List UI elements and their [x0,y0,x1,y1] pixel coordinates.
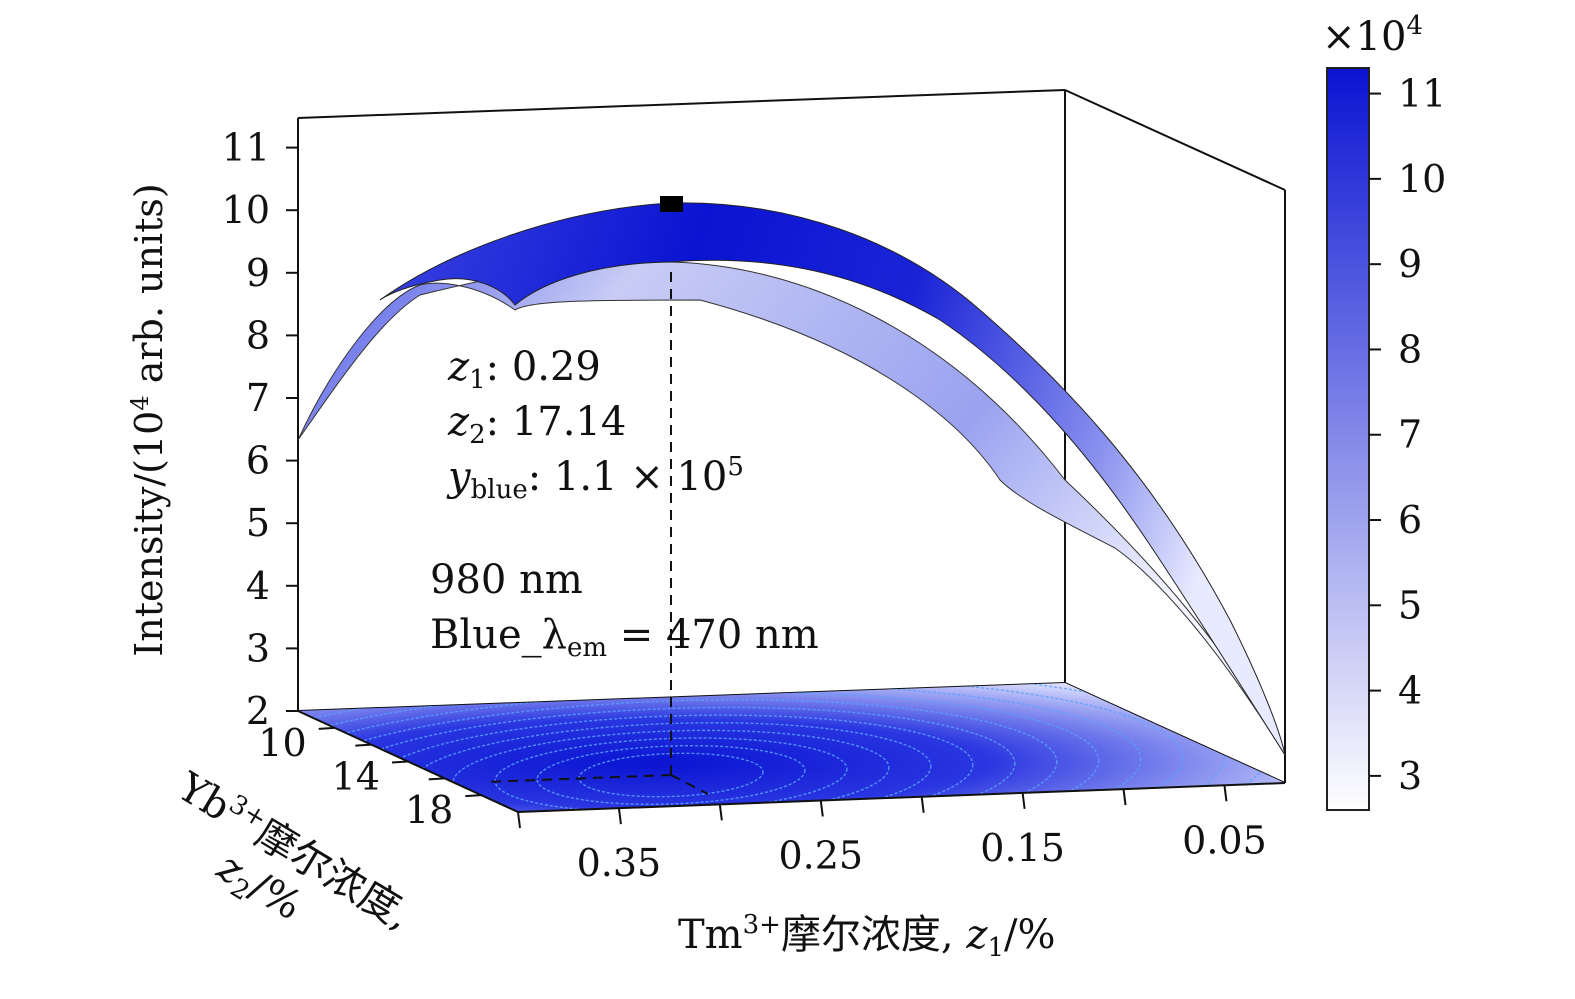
optimum-annotation: z1: 0.29 z2: 17.14 yblue: 1.1 × 105 [446,344,744,505]
z-tick-label: 4 [246,564,270,608]
x-axis-label: Tm3+摩尔浓度, z1/% [678,910,1055,963]
surface [297,196,1286,756]
contour-line [298,683,1226,812]
x-axis-label-superscript: 3+ [743,910,781,940]
z-tick-label: 3 [246,626,270,670]
z-tick-label: 7 [246,376,270,420]
y-tick-label: 10 [258,721,306,765]
z-tick-label: 5 [246,501,270,545]
contour-line [298,691,1100,812]
x-tick-label: 0.35 [577,841,662,885]
z-axis-label-tail: arb. units) [127,183,171,395]
x-axis-label-unit: /% [1004,912,1055,958]
z-axis-label-superscript: 4 [126,395,154,410]
x-tick-mark [920,796,925,813]
x-axis-label-words: 摩尔浓度, [781,912,966,958]
optimum-guides [484,272,709,795]
x-tick-label: 0.25 [778,834,863,878]
y-tick-label: 18 [405,788,453,832]
optimum-z2: z2: 17.14 [447,399,626,450]
axes-box [297,89,1286,784]
z-tick-label: 9 [246,251,270,295]
colorbar-gradient [1326,67,1370,811]
contour-line [452,729,890,812]
contour-line [368,714,974,812]
x-tick-mark [718,804,723,821]
side-wall-top-edge [1064,89,1286,191]
x-tick-mark [1223,785,1228,802]
colorbar-tick-label: 7 [1398,413,1422,457]
z-tick-label: 10 [222,188,270,232]
colorbar: 3 4 5 6 7 8 9 10 11 ×104 [1322,11,1446,811]
z-ticks: 2 3 4 5 6 7 8 9 10 11 [222,126,298,733]
z-tick-label: 2 [246,689,270,733]
colorbar-tick-label: 11 [1398,72,1446,116]
x-tick-label: 0.05 [1182,818,1267,862]
colorbar-multiplier: ×104 [1322,11,1423,60]
x-tick-mark [617,808,622,825]
x-tick-mark [517,811,521,829]
floor-guide-x [484,774,672,783]
y-tick-mark [355,743,372,747]
colorbar-ticks: 3 4 5 6 7 8 9 10 11 [1369,72,1446,798]
x-axis-label-variable: z [965,912,988,958]
y-tick-mark [428,777,445,781]
colorbar-tick-label: 9 [1398,242,1422,286]
x-axis-label-subscript: 1 [987,933,1004,963]
x-tick-label: 0.15 [980,826,1065,870]
x-axis-line [517,782,1286,813]
colorbar-tick-label: 5 [1398,583,1422,627]
optimum-marker [660,196,683,212]
colorbar-tick-label: 4 [1398,669,1422,713]
y-tick-mark [391,760,409,764]
z-tick-label: 11 [222,126,270,170]
contour-line [298,683,1142,812]
floor-guide-y [670,774,709,795]
surface-upper-face [379,202,1286,756]
excitation-wavelength: 980 nm [430,557,583,603]
y-tick-mark [318,726,335,730]
contour-line [298,683,1184,812]
colorbar-tick-label: 6 [1398,498,1422,542]
y-tick-label: 14 [332,755,380,799]
colorbar-tick-label: 3 [1398,754,1422,798]
contour-line [298,699,1058,812]
x-ticks: 0.35 0.25 0.15 0.05 [517,785,1267,885]
z-axis-label: Intensity/(104 arb. units) [126,183,171,656]
emission-wavelength: Blue_λem = 470 nm [430,612,819,663]
colorbar-tick-label: 10 [1398,157,1446,201]
back-wall-top-edge [297,89,1066,119]
y-ticks: 10 14 18 [258,721,482,832]
x-tick-mark [819,800,824,817]
optimum-z1: z1: 0.29 [447,344,601,395]
contour-line [536,744,806,806]
conditions-annotation: 980 nm Blue_λem = 470 nm [430,557,819,663]
x-tick-mark [1122,788,1127,806]
z-tick-label: 6 [246,439,270,483]
y-tick-mark [465,794,482,798]
x-tick-mark [1021,792,1026,810]
z-tick-label: 8 [246,313,270,357]
optimum-yblue: yblue: 1.1 × 105 [446,452,744,505]
colorbar-tick-label: 8 [1398,327,1422,371]
